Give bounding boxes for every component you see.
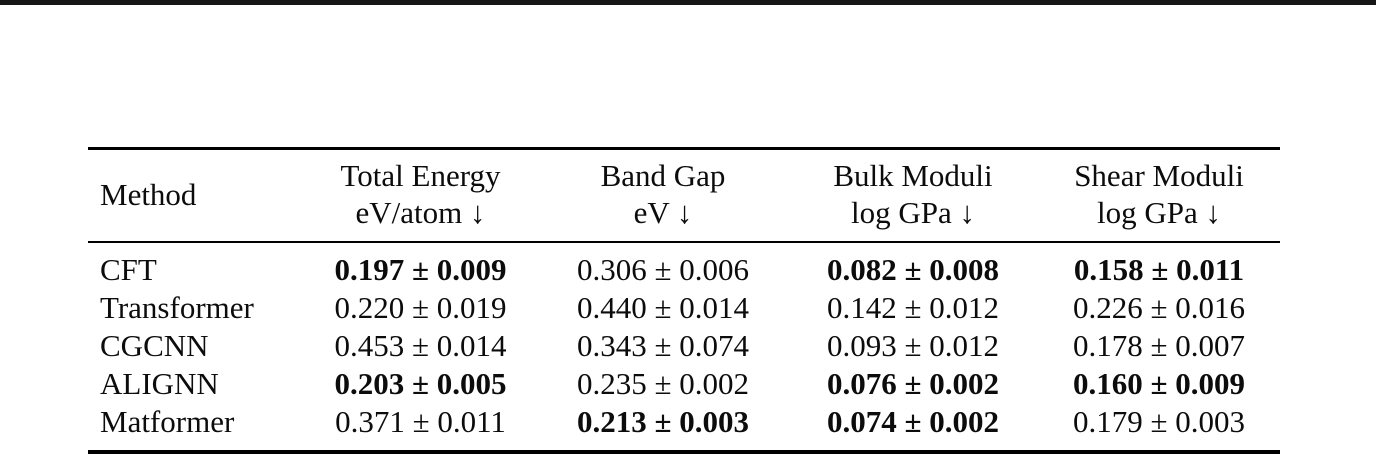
value-cell: 0.178 ± 0.007 xyxy=(1072,328,1245,363)
value-cell: 0.179 ± 0.003 xyxy=(1072,404,1245,439)
value-cell: 0.158 ± 0.011 xyxy=(1073,252,1245,287)
header-metric-unit: log GPa ↓ xyxy=(851,195,975,230)
header-metric-name: Total Energy xyxy=(340,158,501,193)
header-metric-unit: eV/atom ↓ xyxy=(355,195,486,230)
column-header-shear-moduli: Shear Moduli log GPa ↓ xyxy=(1038,148,1280,243)
method-cell: CFT xyxy=(100,252,157,287)
column-header-bulk-moduli: Bulk Moduli log GPa ↓ xyxy=(788,148,1038,243)
value-cell: 0.235 ± 0.002 xyxy=(576,366,749,401)
table-row-matformer: Matformer 0.371 ± 0.011 0.213 ± 0.003 0.… xyxy=(88,403,1280,452)
value-cell: 0.197 ± 0.009 xyxy=(334,252,507,287)
header-metric-name: Band Gap xyxy=(600,158,726,193)
value-cell: 0.343 ± 0.074 xyxy=(576,328,749,363)
header-label: Method xyxy=(100,176,197,212)
table-body: CFT 0.197 ± 0.009 0.306 ± 0.006 0.082 ± … xyxy=(88,242,1280,452)
header-row: Method Total Energy eV/atom ↓ Band Gap e… xyxy=(88,148,1280,243)
table-row-cft: CFT 0.197 ± 0.009 0.306 ± 0.006 0.082 ± … xyxy=(88,242,1280,289)
value-cell: 0.226 ± 0.016 xyxy=(1072,290,1245,325)
method-cell: CGCNN xyxy=(100,328,209,363)
method-cell: ALIGNN xyxy=(100,366,219,401)
results-table-container: Method Total Energy eV/atom ↓ Band Gap e… xyxy=(88,147,1280,454)
column-header-band-gap: Band Gap eV ↓ xyxy=(538,148,788,243)
top-divider-line xyxy=(0,0,1376,5)
value-cell: 0.306 ± 0.006 xyxy=(576,252,749,287)
header-metric-name: Bulk Moduli xyxy=(833,158,993,193)
benchmark-results-table: Method Total Energy eV/atom ↓ Band Gap e… xyxy=(88,147,1280,454)
table-header: Method Total Energy eV/atom ↓ Band Gap e… xyxy=(88,148,1280,243)
table-row-alignn: ALIGNN 0.203 ± 0.005 0.235 ± 0.002 0.076… xyxy=(88,365,1280,403)
value-cell: 0.093 ± 0.012 xyxy=(826,328,999,363)
value-cell: 0.142 ± 0.012 xyxy=(826,290,999,325)
value-cell: 0.160 ± 0.009 xyxy=(1072,366,1245,401)
value-cell: 0.440 ± 0.014 xyxy=(576,290,749,325)
column-header-total-energy: Total Energy eV/atom ↓ xyxy=(303,148,538,243)
value-cell: 0.074 ± 0.002 xyxy=(826,404,999,439)
value-cell: 0.076 ± 0.002 xyxy=(826,366,999,401)
method-cell: Transformer xyxy=(100,290,254,325)
value-cell: 0.082 ± 0.008 xyxy=(826,252,999,287)
value-cell: 0.371 ± 0.011 xyxy=(335,404,506,439)
value-cell: 0.203 ± 0.005 xyxy=(334,366,507,401)
table-row-cgcnn: CGCNN 0.453 ± 0.014 0.343 ± 0.074 0.093 … xyxy=(88,327,1280,365)
table-row-transformer: Transformer 0.220 ± 0.019 0.440 ± 0.014 … xyxy=(88,289,1280,327)
header-metric-name: Shear Moduli xyxy=(1074,158,1244,193)
value-cell: 0.213 ± 0.003 xyxy=(576,404,749,439)
header-metric-unit: log GPa ↓ xyxy=(1097,195,1221,230)
value-cell: 0.453 ± 0.014 xyxy=(334,328,507,363)
header-metric-unit: eV ↓ xyxy=(633,195,693,230)
column-header-method: Method xyxy=(88,148,303,243)
method-cell: Matformer xyxy=(100,404,235,439)
value-cell: 0.220 ± 0.019 xyxy=(334,290,507,325)
